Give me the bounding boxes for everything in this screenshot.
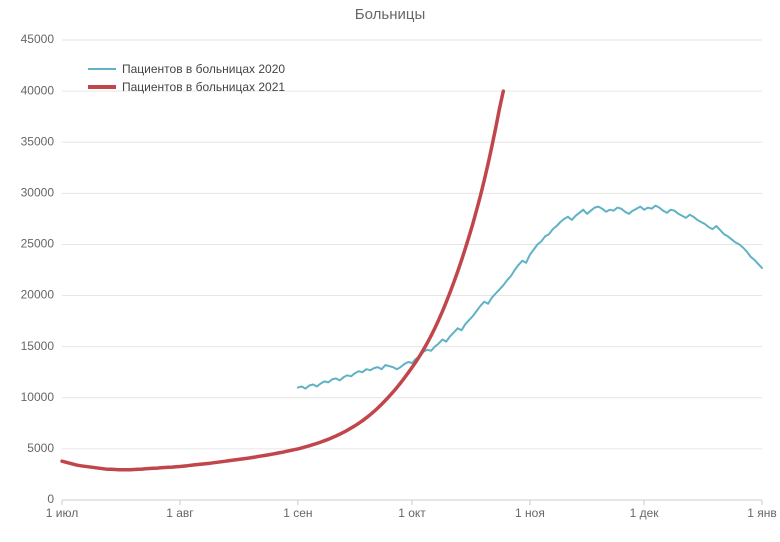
ytick-label: 10000 (21, 390, 55, 404)
xtick-label: 1 дек (630, 506, 660, 520)
xtick-label: 1 ноя (515, 506, 545, 520)
legend: Пациентов в больницах 2020 Пациентов в бо… (88, 60, 285, 96)
legend-swatch (88, 68, 116, 70)
xtick-label: 1 авг (166, 506, 194, 520)
legend-item: Пациентов в больницах 2020 (88, 60, 285, 78)
ytick-label: 20000 (21, 288, 55, 302)
xtick-label: 1 сен (283, 506, 312, 520)
xtick-label: 1 янв (747, 506, 777, 520)
legend-label: Пациентов в больницах 2020 (122, 62, 285, 76)
series-line (298, 206, 762, 389)
ytick-label: 35000 (21, 134, 55, 148)
ytick-label: 25000 (21, 237, 55, 251)
legend-label: Пациентов в больницах 2021 (122, 80, 285, 94)
ytick-label: 30000 (21, 186, 55, 200)
series-line (62, 91, 503, 470)
ytick-label: 15000 (21, 339, 55, 353)
legend-item: Пациентов в больницах 2021 (88, 78, 285, 96)
ytick-label: 0 (47, 492, 54, 506)
legend-swatch (88, 85, 116, 89)
ytick-label: 5000 (27, 441, 54, 455)
xtick-label: 1 июл (46, 506, 78, 520)
ytick-label: 40000 (21, 83, 55, 97)
ytick-label: 45000 (21, 32, 55, 46)
chart-container: Больницы 0500010000150002000025000300003… (0, 0, 780, 542)
xtick-label: 1 окт (398, 506, 426, 520)
